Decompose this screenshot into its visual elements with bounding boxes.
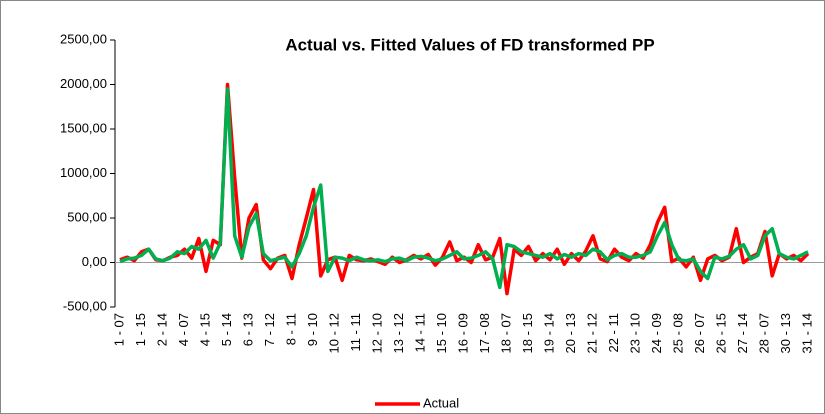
y-tick-label: 0,00 (82, 254, 107, 269)
x-tick-label: 2 - 14 (154, 313, 169, 346)
x-tick-label: 22 - 11 (606, 313, 621, 353)
x-tick-label: 11 - 11 (348, 313, 363, 352)
x-tick-label: 5 - 14 (219, 313, 234, 346)
x-tick-label: 13 - 12 (391, 313, 406, 353)
x-tick-label: 9 - 10 (305, 313, 320, 346)
x-tick-label: 27 - 14 (735, 313, 750, 353)
x-tick-label: 30 - 13 (778, 313, 793, 353)
x-tick-label: 25 - 08 (670, 313, 685, 353)
x-tick-label: 8 - 11 (283, 313, 298, 345)
y-tick-label: 2500,00 (60, 31, 107, 46)
y-tick-label: -500,00 (63, 298, 107, 313)
x-tick-label: 31 - 14 (799, 313, 814, 353)
x-tick-label: 1 - 15 (133, 313, 148, 346)
x-tick-label: 23 - 10 (627, 313, 642, 353)
x-tick-label: 26 - 07 (692, 313, 707, 353)
x-tick-label: 10 - 12 (326, 313, 341, 353)
x-tick-label: 4 - 07 (176, 313, 191, 346)
x-tick-label: 12 - 10 (369, 313, 384, 353)
x-tick-label: 28 - 07 (756, 313, 771, 353)
x-tick-label: 21 - 12 (584, 313, 599, 353)
legend-label: Actual (423, 395, 459, 410)
x-tick-label: 19 - 14 (541, 313, 556, 353)
x-tick-label: 15 - 10 (434, 313, 449, 353)
chart-title: Actual vs. Fitted Values of FD transform… (285, 35, 654, 54)
y-tick-label: 1000,00 (60, 165, 107, 180)
x-tick-label: 20 - 13 (563, 313, 578, 353)
x-tick-label: 16 - 09 (455, 313, 470, 353)
x-tick-label: 1 - 07 (111, 313, 126, 346)
x-tick-label: 7 - 12 (262, 313, 277, 346)
y-tick-label: 1500,00 (60, 120, 107, 135)
x-tick-label: 6 - 13 (240, 313, 255, 346)
x-tick-label: 4 - 15 (197, 313, 212, 346)
series-line (119, 87, 809, 290)
x-tick-label: 18 - 07 (498, 313, 513, 353)
x-tick-label: 14 - 11 (412, 313, 427, 353)
y-tick-label: 500,00 (67, 209, 107, 224)
x-tick-label: 26 - 15 (713, 313, 728, 353)
x-tick-label: 17 - 08 (477, 313, 492, 353)
x-tick-label: 24 - 09 (649, 313, 664, 353)
y-tick-label: 2000,00 (60, 76, 107, 91)
x-tick-label: 18 - 15 (520, 313, 535, 353)
